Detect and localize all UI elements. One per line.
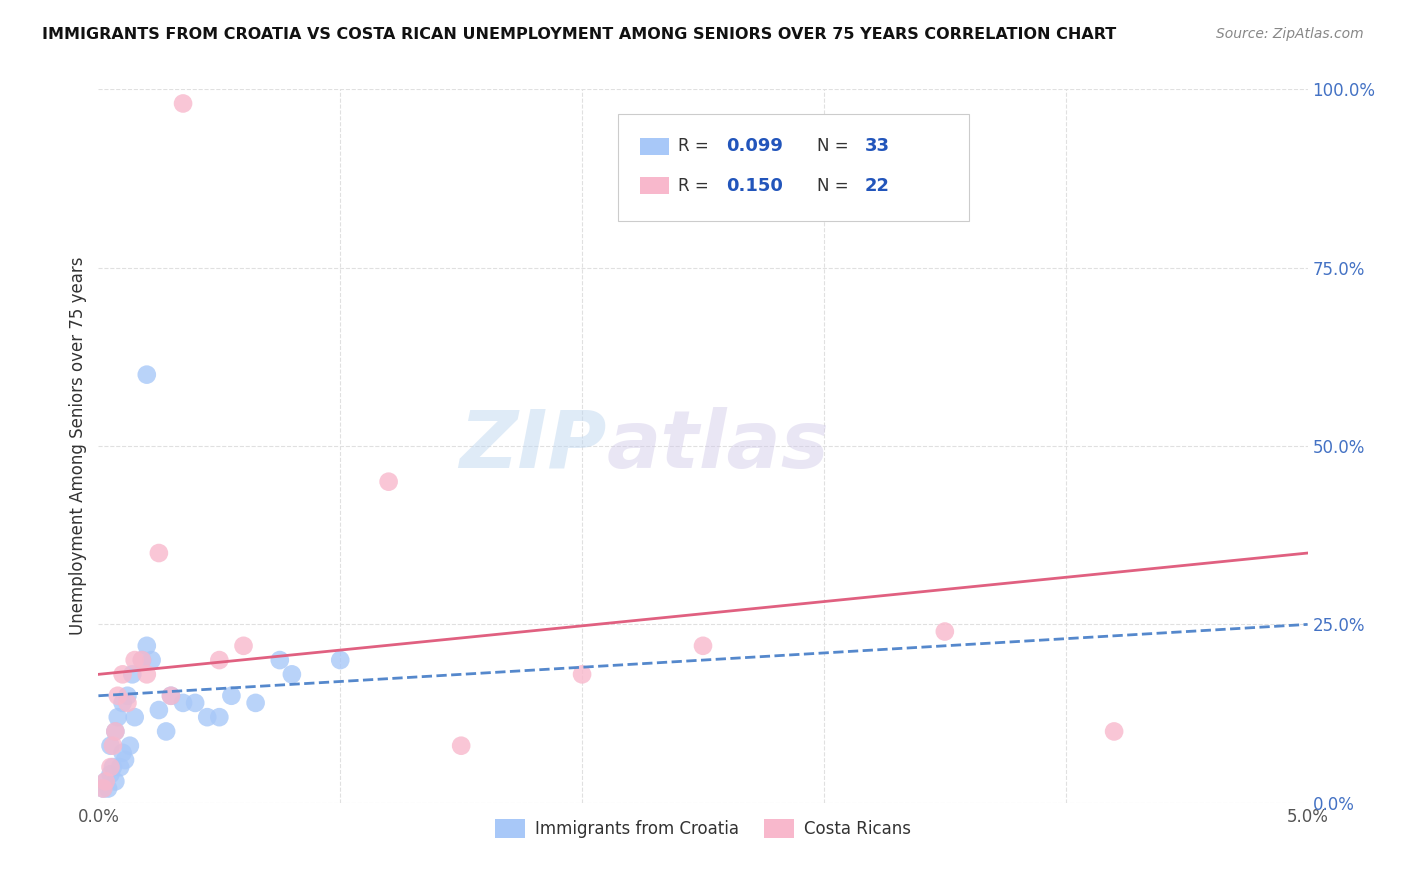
Point: [114, 753, 136, 767]
Text: atlas: atlas: [606, 407, 830, 485]
Point: [124, 653, 146, 667]
Text: N =: N =: [817, 137, 853, 155]
Text: Source: ZipAtlas.com: Source: ZipAtlas.com: [1216, 27, 1364, 41]
Point: [124, 710, 146, 724]
Point: [934, 624, 956, 639]
Point: [107, 689, 129, 703]
FancyBboxPatch shape: [640, 137, 669, 155]
Text: N =: N =: [817, 177, 853, 194]
Point: [104, 724, 127, 739]
Text: 33: 33: [865, 137, 890, 155]
Point: [208, 710, 231, 724]
Point: [101, 760, 124, 774]
Point: [148, 546, 170, 560]
Text: 22: 22: [865, 177, 890, 194]
Point: [692, 639, 714, 653]
Point: [232, 639, 254, 653]
Text: 0.099: 0.099: [725, 137, 783, 155]
Point: [111, 746, 134, 760]
Point: [377, 475, 399, 489]
Point: [195, 710, 218, 724]
Point: [118, 739, 141, 753]
Text: 0.150: 0.150: [725, 177, 783, 194]
Point: [135, 667, 157, 681]
Point: [160, 689, 183, 703]
Point: [1102, 724, 1125, 739]
Point: [184, 696, 207, 710]
FancyBboxPatch shape: [640, 177, 669, 194]
Point: [131, 653, 153, 667]
Point: [101, 739, 124, 753]
Point: [94, 774, 117, 789]
Point: [91, 781, 114, 796]
Point: [100, 767, 122, 781]
Point: [245, 696, 267, 710]
Point: [160, 689, 183, 703]
Point: [135, 368, 157, 382]
Legend: Immigrants from Croatia, Costa Ricans: Immigrants from Croatia, Costa Ricans: [488, 812, 918, 845]
Point: [97, 781, 120, 796]
Point: [108, 760, 131, 774]
Y-axis label: Unemployment Among Seniors over 75 years: Unemployment Among Seniors over 75 years: [69, 257, 87, 635]
Point: [117, 696, 139, 710]
Point: [141, 653, 163, 667]
Point: [100, 760, 122, 774]
Point: [148, 703, 170, 717]
Point: [121, 667, 143, 681]
Text: ZIP: ZIP: [458, 407, 606, 485]
Point: [450, 739, 472, 753]
Point: [94, 774, 117, 789]
Point: [281, 667, 304, 681]
Point: [104, 774, 127, 789]
Point: [100, 739, 122, 753]
Point: [111, 696, 134, 710]
Point: [571, 667, 593, 681]
Point: [131, 653, 153, 667]
Point: [111, 667, 134, 681]
Point: [269, 653, 291, 667]
Point: [172, 96, 194, 111]
Point: [208, 653, 231, 667]
Point: [117, 689, 139, 703]
Point: [221, 689, 243, 703]
Text: IMMIGRANTS FROM CROATIA VS COSTA RICAN UNEMPLOYMENT AMONG SENIORS OVER 75 YEARS : IMMIGRANTS FROM CROATIA VS COSTA RICAN U…: [42, 27, 1116, 42]
Point: [104, 724, 127, 739]
Text: R =: R =: [678, 137, 714, 155]
Point: [91, 781, 114, 796]
Point: [135, 639, 157, 653]
Point: [107, 710, 129, 724]
Point: [172, 696, 194, 710]
FancyBboxPatch shape: [619, 114, 969, 221]
Point: [155, 724, 177, 739]
Text: R =: R =: [678, 177, 714, 194]
Point: [329, 653, 352, 667]
